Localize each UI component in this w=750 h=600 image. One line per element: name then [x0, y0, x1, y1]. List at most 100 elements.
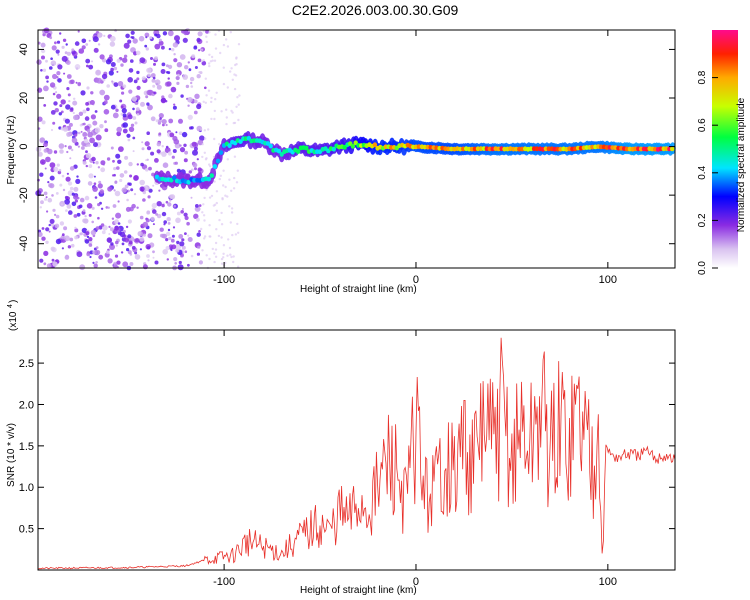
x-tick-label: 100 — [599, 274, 617, 286]
noise-point — [126, 248, 130, 252]
noise-point — [238, 94, 241, 97]
noise-point — [86, 235, 90, 239]
noise-point — [159, 117, 162, 120]
noise-point — [125, 225, 129, 229]
x-tick-label: 0 — [413, 274, 419, 286]
noise-point — [203, 219, 206, 222]
noise-point — [145, 95, 149, 99]
noise-point — [57, 78, 62, 83]
snr-scale-exponent: 4 — [7, 304, 14, 308]
noise-point — [87, 143, 91, 147]
noise-point — [66, 74, 72, 79]
noise-point — [110, 62, 116, 67]
noise-point — [171, 234, 175, 238]
noise-point — [45, 227, 50, 232]
noise-point — [83, 138, 89, 144]
noise-point — [190, 126, 194, 130]
noise-point — [112, 159, 115, 163]
noise-point — [119, 99, 123, 103]
snr-xlabel: Height of straight line (km) — [300, 585, 417, 596]
noise-point — [141, 147, 145, 151]
noise-point — [202, 100, 205, 104]
noise-point — [70, 79, 75, 85]
noise-point — [88, 243, 93, 247]
noise-point — [230, 255, 233, 259]
colorbar-tick-label: 0.4 — [697, 165, 708, 179]
noise-point — [132, 116, 137, 120]
noise-point — [208, 224, 211, 227]
noise-point — [117, 222, 121, 225]
noise-point — [128, 240, 133, 245]
noise-point — [45, 156, 51, 163]
noise-point — [66, 132, 71, 137]
noise-point — [49, 36, 53, 40]
noise-point — [176, 61, 183, 68]
noise-point — [39, 172, 44, 177]
noise-point — [122, 122, 128, 128]
noise-point — [171, 48, 175, 52]
spectrogram-ridge — [154, 131, 676, 190]
ridge-point — [295, 149, 301, 154]
noise-point — [232, 187, 236, 190]
noise-point — [200, 48, 204, 51]
noise-point — [76, 175, 79, 178]
noise-point — [74, 41, 80, 46]
noise-point — [176, 211, 181, 216]
noise-point — [79, 264, 86, 271]
noise-point — [81, 146, 85, 150]
noise-point — [210, 100, 213, 104]
noise-point — [165, 246, 170, 251]
noise-point — [107, 186, 113, 192]
noise-point — [154, 260, 159, 265]
noise-point — [151, 172, 155, 177]
noise-point — [48, 223, 51, 227]
noise-point — [66, 172, 69, 175]
noise-point — [88, 213, 92, 217]
noise-point — [167, 222, 171, 225]
noise-point — [190, 85, 194, 88]
noise-point — [232, 121, 235, 125]
noise-point — [124, 184, 129, 189]
noise-point — [155, 213, 159, 216]
noise-point — [155, 119, 159, 123]
noise-point — [139, 179, 145, 186]
noise-point — [150, 57, 153, 60]
noise-point — [161, 62, 166, 67]
noise-point — [54, 213, 57, 216]
noise-point — [139, 215, 144, 220]
noise-point — [204, 77, 207, 80]
noise-point — [167, 71, 171, 75]
noise-point — [147, 195, 151, 199]
noise-point — [130, 59, 134, 63]
noise-point — [220, 211, 223, 215]
noise-point — [142, 190, 147, 195]
noise-point — [139, 186, 145, 192]
noise-point — [69, 157, 72, 160]
noise-point — [146, 254, 150, 258]
noise-point — [49, 162, 56, 169]
noise-point — [201, 155, 204, 159]
noise-point — [59, 149, 64, 154]
noise-point — [213, 109, 216, 113]
noise-point — [167, 30, 174, 37]
noise-point — [160, 97, 167, 104]
noise-point — [123, 54, 128, 58]
noise-point — [156, 84, 162, 90]
noise-point — [116, 70, 119, 73]
noise-point — [54, 223, 60, 229]
noise-point — [187, 234, 190, 237]
ridge-point — [209, 173, 214, 179]
noise-point — [65, 43, 68, 46]
noise-point — [200, 227, 203, 231]
noise-point — [162, 162, 169, 168]
noise-point — [208, 257, 211, 261]
noise-point — [49, 218, 55, 224]
noise-point — [146, 67, 152, 73]
noise-point — [169, 199, 172, 202]
noise-point — [105, 59, 112, 65]
noise-point — [214, 98, 217, 101]
noise-point — [45, 240, 49, 244]
noise-point — [49, 66, 53, 70]
noise-point — [144, 141, 150, 147]
noise-point — [193, 45, 198, 50]
